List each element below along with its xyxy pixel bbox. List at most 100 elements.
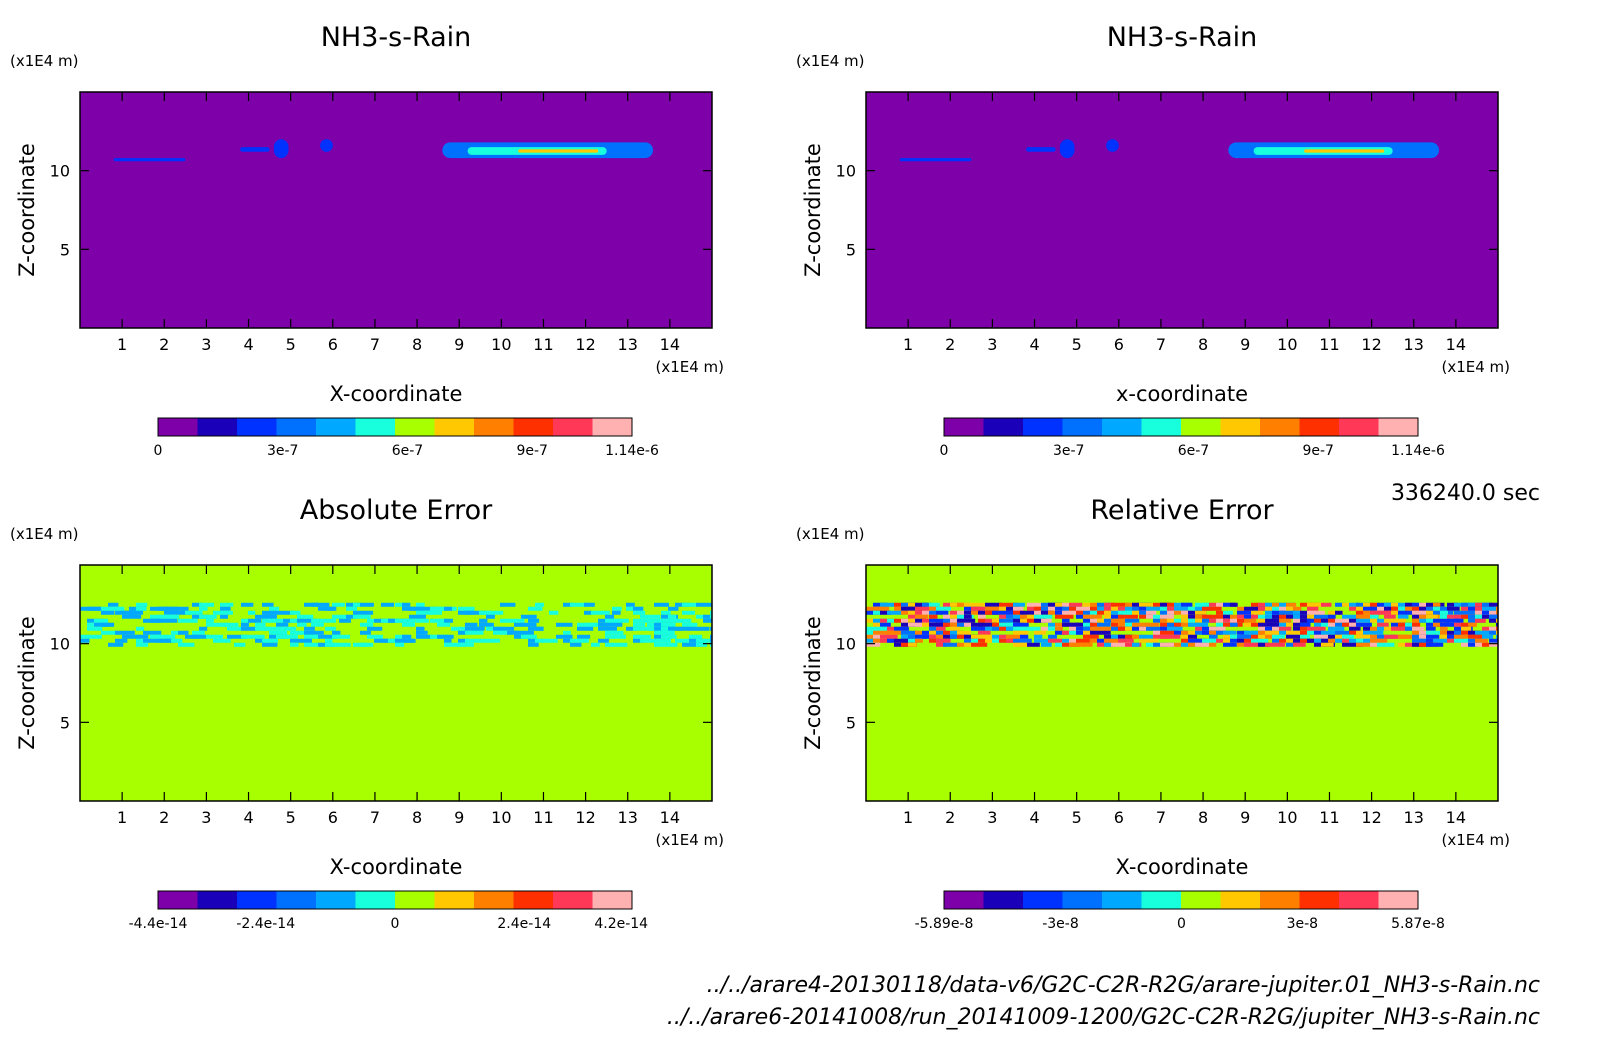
field-cell	[1097, 638, 1109, 643]
field-cell	[304, 626, 315, 631]
field-cell	[971, 622, 985, 627]
field-feature	[113, 158, 186, 162]
field-cell	[1090, 602, 1099, 607]
field-cell	[929, 626, 942, 631]
x-tick-label: 8	[412, 335, 422, 354]
field-cell	[1272, 638, 1281, 643]
field-cell	[1398, 614, 1409, 619]
field-cell	[1363, 630, 1384, 635]
colorbar-segment	[1220, 891, 1261, 909]
field-cell	[682, 610, 695, 615]
field-cell	[1482, 602, 1493, 607]
field-cell	[1013, 614, 1027, 619]
field-cell	[521, 634, 537, 639]
field-cell	[696, 642, 708, 647]
field-cell	[929, 602, 940, 607]
field-cell	[710, 626, 712, 631]
field-cell	[1104, 606, 1114, 611]
x-tick-label: 7	[1156, 808, 1166, 827]
field-cell	[234, 642, 246, 647]
field-cell	[626, 626, 637, 631]
field-cell	[1111, 642, 1132, 647]
field-cell	[1475, 630, 1487, 635]
field-cell	[1321, 638, 1333, 643]
field-cell	[1300, 634, 1310, 639]
field-cell	[1440, 610, 1449, 615]
field-cell	[262, 614, 277, 619]
field-cell	[922, 630, 934, 635]
field-cell	[479, 622, 494, 627]
colorbar: 0 3e-7 6e-7 9e-7 1.14e-6	[154, 417, 659, 459]
field-cell	[241, 626, 258, 631]
x-tick-label: 11	[1319, 808, 1339, 827]
field-cell	[1391, 610, 1404, 615]
field-cell	[1013, 622, 1029, 627]
field-cell	[1237, 614, 1251, 619]
y-tick-label: 10	[836, 162, 856, 181]
field-cell	[1076, 610, 1084, 615]
colorbar-segment	[1260, 418, 1300, 436]
field-cell	[957, 634, 966, 639]
x-tick-label: 10	[491, 335, 511, 354]
colorbar-label: 2.4e-14	[497, 916, 551, 932]
field-cell	[710, 638, 712, 643]
field-cell	[1419, 618, 1431, 623]
field-cell	[915, 606, 925, 611]
colorbar-segment	[1141, 891, 1182, 909]
field-feature	[518, 149, 599, 153]
field-cell	[514, 622, 524, 627]
colorbar-segment	[1299, 418, 1340, 436]
field-cell	[1237, 630, 1249, 635]
x-tick-label: 9	[454, 335, 464, 354]
field-cell	[311, 602, 330, 607]
field-cell	[1370, 626, 1383, 631]
field-cell	[1405, 606, 1418, 611]
field-cell	[563, 602, 573, 607]
field-cell	[1447, 634, 1461, 639]
field-cell	[1020, 626, 1041, 631]
field-cell	[1104, 642, 1112, 647]
field-cell	[1223, 602, 1237, 607]
field-cell	[1237, 610, 1255, 615]
field-cell	[178, 610, 191, 615]
field-cell	[465, 638, 480, 643]
field-cell	[1139, 626, 1150, 631]
x-axis-label: x-coordinate	[1116, 382, 1248, 406]
field-cell	[1272, 610, 1286, 615]
colorbar-segment	[474, 891, 514, 909]
field-cell	[108, 642, 124, 647]
field-cell	[1034, 618, 1047, 623]
field-cell	[1006, 622, 1018, 627]
field-cell	[199, 606, 208, 611]
field-cell	[626, 602, 635, 607]
field-cell	[1181, 638, 1195, 643]
field-cell	[1258, 602, 1269, 607]
field-cell	[1426, 614, 1438, 619]
x-tick-label: 10	[1277, 335, 1297, 354]
field-cell	[1433, 622, 1445, 627]
field-cell	[136, 602, 148, 607]
field-cell	[1216, 610, 1227, 615]
field-cell	[584, 602, 595, 607]
field-cell	[1286, 638, 1297, 643]
field-cell	[1440, 626, 1448, 631]
x-tick-label: 13	[1404, 808, 1424, 827]
field-cell	[1195, 622, 1206, 627]
x-tick-label: 9	[1240, 335, 1250, 354]
field-cell	[1475, 642, 1485, 647]
field-cell	[1405, 602, 1413, 607]
field-cell	[542, 638, 558, 643]
field-cell	[1412, 638, 1423, 643]
field-cell	[213, 638, 231, 643]
field-cell	[353, 642, 367, 647]
field-cell	[129, 610, 144, 615]
field-cell	[1279, 606, 1291, 611]
field-cell	[880, 634, 898, 639]
colorbar-segment	[1023, 418, 1063, 436]
field-cell	[1034, 630, 1047, 635]
field-cell	[1265, 626, 1279, 631]
field-cell	[556, 634, 573, 639]
field-cell	[1426, 630, 1445, 635]
field-cell	[192, 634, 208, 639]
field-cell	[887, 638, 897, 643]
